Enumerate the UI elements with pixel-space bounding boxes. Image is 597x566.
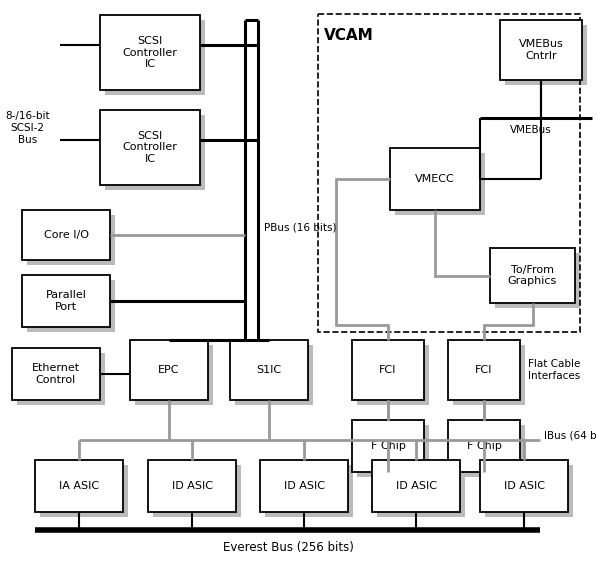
Bar [105, 115, 205, 190]
Bar [153, 465, 241, 517]
Bar [17, 353, 105, 405]
Text: VMEBus
Cntrlr: VMEBus Cntrlr [519, 39, 564, 61]
Bar [480, 460, 568, 512]
Bar [495, 253, 580, 308]
Text: FCI: FCI [475, 365, 493, 375]
Text: To/From
Graphics: To/From Graphics [508, 265, 557, 286]
Text: ID ASIC: ID ASIC [395, 481, 436, 491]
Text: Flat Cable
Interfaces: Flat Cable Interfaces [528, 359, 580, 381]
Text: SCSI
Controller
IC: SCSI Controller IC [122, 36, 177, 69]
Bar [352, 340, 424, 400]
Bar [40, 465, 128, 517]
Bar [12, 348, 100, 400]
Bar [27, 280, 115, 332]
Bar [135, 345, 213, 405]
Bar [318, 14, 580, 332]
Bar [100, 15, 200, 90]
Bar [357, 425, 429, 477]
Bar [453, 345, 525, 405]
Text: Parallel
Port: Parallel Port [45, 290, 87, 312]
Text: FCI: FCI [379, 365, 396, 375]
Bar [260, 460, 348, 512]
Text: VMEBus: VMEBus [510, 125, 552, 135]
Bar [27, 215, 115, 265]
Text: PBus (16 bits): PBus (16 bits) [264, 222, 337, 232]
Text: ID ASIC: ID ASIC [171, 481, 213, 491]
Text: 8-/16-bit
SCSI-2
Bus: 8-/16-bit SCSI-2 Bus [5, 112, 50, 144]
Text: F Chip: F Chip [371, 441, 405, 451]
Text: Ethernet
Control: Ethernet Control [32, 363, 80, 385]
Text: ID ASIC: ID ASIC [503, 481, 544, 491]
Bar [485, 465, 573, 517]
Bar [505, 25, 587, 85]
Bar [230, 340, 308, 400]
Bar [100, 110, 200, 185]
Bar [22, 275, 110, 327]
Bar [235, 345, 313, 405]
Bar [148, 460, 236, 512]
Bar [372, 460, 460, 512]
Bar [448, 340, 520, 400]
Bar [395, 153, 485, 215]
Text: EPC: EPC [158, 365, 180, 375]
Bar [448, 420, 520, 472]
Bar [35, 460, 123, 512]
Bar [500, 20, 582, 80]
Text: VMECC: VMECC [415, 174, 455, 184]
Bar [130, 340, 208, 400]
Bar [22, 210, 110, 260]
Text: IBus (64 bits): IBus (64 bits) [544, 431, 597, 441]
Text: IA ASIC: IA ASIC [59, 481, 99, 491]
Bar [105, 20, 205, 95]
Text: SCSI
Controller
IC: SCSI Controller IC [122, 131, 177, 164]
Text: Core I/O: Core I/O [44, 230, 88, 240]
Bar [352, 420, 424, 472]
Bar [357, 345, 429, 405]
Bar [265, 465, 353, 517]
Text: VCAM: VCAM [324, 28, 374, 44]
Bar [453, 425, 525, 477]
Text: F Chip: F Chip [467, 441, 501, 451]
Bar [377, 465, 465, 517]
Bar [390, 148, 480, 210]
Text: ID ASIC: ID ASIC [284, 481, 325, 491]
Text: S1IC: S1IC [257, 365, 282, 375]
Text: Everest Bus (256 bits): Everest Bus (256 bits) [223, 542, 353, 555]
Bar [490, 248, 575, 303]
